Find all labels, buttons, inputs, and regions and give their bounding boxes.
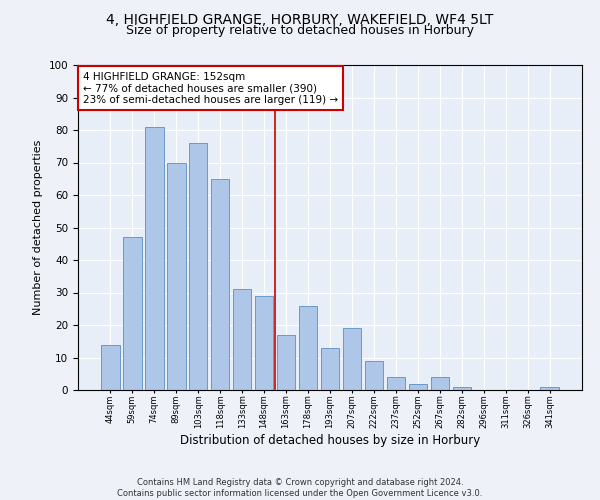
Bar (431, 377, 449, 390)
Bar (167, 162, 185, 390)
Bar (343, 328, 361, 390)
Bar (233, 289, 251, 390)
X-axis label: Distribution of detached houses by size in Horbury: Distribution of detached houses by size … (180, 434, 480, 446)
Text: 4, HIGHFIELD GRANGE, HORBURY, WAKEFIELD, WF4 5LT: 4, HIGHFIELD GRANGE, HORBURY, WAKEFIELD,… (106, 12, 494, 26)
Bar (189, 143, 208, 390)
Bar (145, 126, 164, 390)
Text: Contains HM Land Registry data © Crown copyright and database right 2024.
Contai: Contains HM Land Registry data © Crown c… (118, 478, 482, 498)
Bar (320, 348, 340, 390)
Bar (299, 306, 317, 390)
Bar (277, 335, 295, 390)
Bar (452, 387, 471, 390)
Text: 4 HIGHFIELD GRANGE: 152sqm
← 77% of detached houses are smaller (390)
23% of sem: 4 HIGHFIELD GRANGE: 152sqm ← 77% of deta… (83, 72, 338, 104)
Bar (123, 238, 142, 390)
Bar (211, 179, 229, 390)
Y-axis label: Number of detached properties: Number of detached properties (33, 140, 43, 315)
Bar (255, 296, 274, 390)
Bar (101, 344, 119, 390)
Bar (409, 384, 427, 390)
Text: Size of property relative to detached houses in Horbury: Size of property relative to detached ho… (126, 24, 474, 37)
Bar (386, 377, 405, 390)
Bar (541, 387, 559, 390)
Bar (365, 361, 383, 390)
